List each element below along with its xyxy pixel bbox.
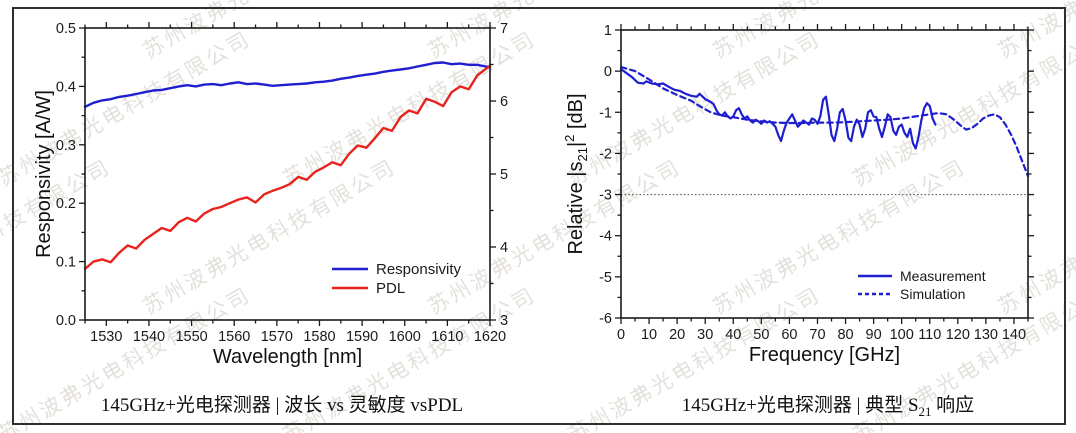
y-axis-label: Relative |s21|2 [dB]: [562, 93, 590, 254]
x-tick-label: 110: [918, 327, 941, 343]
caption-prefix: 145GHz+光电探测器 | 典型 S: [681, 395, 919, 416]
y-tick-label: -6: [599, 311, 612, 327]
x-tick-label: 1590: [346, 329, 378, 345]
y2-tick-label: 5: [500, 167, 508, 183]
x-tick-label: 30: [697, 327, 713, 343]
figure-caption-left: 145GHz+光电探测器 | 波长 vs 灵敏度 vsPDL: [32, 390, 532, 417]
x-tick-label: 1580: [303, 329, 335, 345]
x-tick-label: 1530: [90, 329, 122, 345]
series-responsivity: [83, 61, 492, 109]
x-tick-label: 60: [781, 327, 797, 343]
x-tick-label: 80: [837, 327, 853, 343]
figure-caption-right: 145GHz+光电探测器 | 典型 S21 响应: [578, 390, 1076, 420]
x-tick-label: 40: [725, 327, 741, 343]
y-tick-label: 0.1: [56, 255, 76, 271]
x-tick-label: 10: [641, 327, 657, 343]
y-tick-label: 0.4: [56, 79, 76, 95]
x-tick-label: 90: [866, 327, 882, 343]
y-tick-label: 1: [604, 23, 612, 39]
responsivity-pdl-chart: 1530 1540 1550 1560 1570 1580 1590 1600 1610 1620…: [33, 21, 508, 368]
caption-subscript: 21: [918, 403, 932, 419]
legend-label-simulation: Simulation: [900, 286, 965, 302]
y-tick-label: 0.5: [56, 21, 76, 37]
y-tick-label: 0: [604, 64, 612, 80]
y-tick-label: -3: [599, 188, 612, 204]
y2-tick-label: 6: [500, 94, 508, 110]
x-tick-label: 120: [946, 327, 970, 343]
x-tick-label: 130: [974, 327, 998, 343]
y2-tick-label: 4: [500, 240, 508, 256]
x-tick-label: 50: [753, 327, 769, 343]
x-tick-label: 1600: [389, 329, 421, 345]
y-tick-label: 0.3: [56, 138, 76, 154]
x-tick-label: 20: [669, 327, 685, 343]
series-simulation: [619, 65, 1030, 178]
y-tick-label: -1: [599, 105, 612, 121]
caption-suffix: 响应: [931, 395, 975, 416]
x-axis-label: Wavelength [nm]: [213, 346, 362, 368]
y-tick-label: -4: [599, 229, 612, 245]
legend-label-pdl: PDL: [376, 280, 405, 297]
x-tick-label: 1610: [431, 329, 463, 345]
series-pdl: [83, 64, 492, 271]
x-tick-label: 70: [809, 327, 825, 343]
x-tick-label: 140: [1002, 327, 1026, 343]
y-tick-label: -2: [599, 146, 612, 162]
x-tick-label: 1620: [474, 329, 506, 345]
legend-label-responsivity: Responsivity: [376, 261, 462, 278]
caption-text: 145GHz+光电探测器 | 波长 vs 灵敏度 vsPDL: [100, 395, 464, 416]
x-tick-label: 100: [890, 327, 914, 343]
s21-response-chart: 0 10 20 30 40 50 60 70 80 90 100 110 120 130 140-6-5-4…: [562, 23, 1034, 366]
y-tick-label: -5: [599, 270, 612, 286]
legend-label-measurement: Measurement: [900, 268, 986, 284]
x-tick-label: 1550: [175, 329, 207, 345]
y-axis-label: Responsivity [A/W]: [33, 90, 55, 258]
y2-tick-label: 7: [500, 21, 508, 37]
x-axis-label: Frequency [GHz]: [749, 344, 900, 366]
y-tick-label: 0.0: [56, 313, 76, 329]
y-tick-label: 0.2: [56, 196, 76, 212]
series-measurement: [619, 67, 937, 150]
x-tick-label: 1540: [133, 329, 165, 345]
x-tick-label: 1560: [218, 329, 250, 345]
x-tick-label: 0: [617, 327, 625, 343]
y2-tick-label: 3: [500, 313, 508, 329]
x-tick-label: 1570: [261, 329, 293, 345]
